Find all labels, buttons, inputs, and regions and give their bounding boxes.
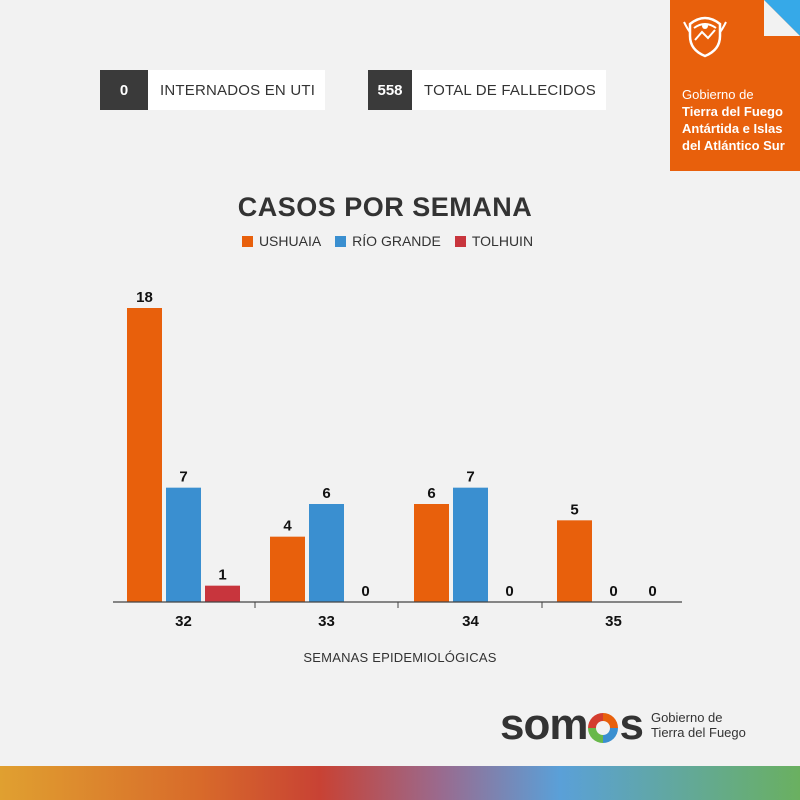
x-tick-label: 32 bbox=[175, 613, 192, 630]
bar bbox=[557, 520, 592, 602]
logo-subtitle: Gobierno de Tierra del Fuego bbox=[651, 710, 746, 740]
government-badge: Gobierno de Tierra del Fuego Antártida e… bbox=[670, 0, 800, 171]
logo-sub-line: Tierra del Fuego bbox=[650, 725, 746, 740]
government-name: Gobierno de Tierra del Fuego Antártida e… bbox=[682, 86, 785, 154]
bar bbox=[166, 487, 201, 602]
bar bbox=[414, 504, 449, 602]
x-tick-label: 33 bbox=[318, 613, 335, 630]
bar-value-label: 0 bbox=[361, 583, 369, 600]
bar-value-label: 18 bbox=[136, 289, 153, 306]
logo-text: som bbox=[500, 700, 588, 749]
legend-item-rio-grande: RÍO GRANDE bbox=[335, 233, 441, 249]
bar-value-label: 6 bbox=[322, 485, 330, 502]
bar bbox=[309, 504, 344, 602]
stat-total-fallecidos: 558 TOTAL DE FALLECIDOS bbox=[368, 70, 606, 110]
logo-wordmark: som s bbox=[500, 700, 644, 750]
stat-value: 0 bbox=[100, 70, 148, 110]
somos-logo: som s Gobierno de Tierra del Fuego bbox=[500, 700, 746, 750]
stat-internados-uti: 0 INTERNADOS EN UTI bbox=[100, 70, 326, 110]
chart-title: CASOS POR SEMANA bbox=[237, 192, 533, 222]
legend-label: TOLHUIN bbox=[471, 233, 534, 249]
bar-value-label: 4 bbox=[283, 518, 292, 535]
bar-value-label: 5 bbox=[570, 501, 578, 518]
gov-line: del Atlántico Sur bbox=[682, 138, 785, 153]
x-tick-label: 34 bbox=[462, 613, 479, 630]
bar-value-label: 0 bbox=[648, 583, 656, 600]
gov-line: Antártida e Islas bbox=[682, 121, 783, 136]
logo-ring-icon bbox=[588, 713, 619, 743]
bar-value-label: 7 bbox=[466, 469, 474, 486]
logo-sub-line: Gobierno de bbox=[650, 710, 723, 725]
bar-value-label: 0 bbox=[505, 583, 513, 600]
bar-value-label: 7 bbox=[179, 469, 187, 486]
legend-swatch bbox=[454, 235, 466, 247]
legend-item-ushuaia: USHUAIA bbox=[241, 233, 322, 249]
bar-value-label: 1 bbox=[218, 567, 226, 584]
bar-value-label: 0 bbox=[609, 583, 617, 600]
legend-swatch bbox=[335, 235, 347, 247]
legend-swatch bbox=[241, 235, 253, 247]
x-axis-label: SEMANAS EPIDEMIOLÓGICAS bbox=[303, 650, 497, 665]
chart-legend: USHUAIA RÍO GRANDE TOLHUIN bbox=[0, 233, 775, 249]
bar bbox=[205, 585, 240, 602]
bar bbox=[270, 536, 305, 602]
legend-label: USHUAIA bbox=[258, 233, 322, 249]
legend-label: RÍO GRANDE bbox=[352, 233, 441, 249]
gov-line: Gobierno de bbox=[682, 87, 754, 102]
stat-label: TOTAL DE FALLECIDOS bbox=[412, 70, 606, 110]
legend-item-tolhuin: TOLHUIN bbox=[454, 233, 534, 249]
corner-fold-icon bbox=[764, 0, 800, 36]
logo-text: s bbox=[619, 700, 644, 749]
stat-label: INTERNADOS EN UTI bbox=[148, 70, 326, 110]
bottom-gradient-bar bbox=[0, 766, 800, 800]
bar bbox=[453, 487, 488, 602]
provincial-crest-icon bbox=[683, 16, 727, 58]
bar-value-label: 6 bbox=[427, 485, 435, 502]
stat-value: 558 bbox=[368, 70, 412, 110]
gov-line: Tierra del Fuego bbox=[682, 104, 783, 119]
x-tick-label: 35 bbox=[605, 613, 622, 630]
bar bbox=[127, 308, 162, 602]
